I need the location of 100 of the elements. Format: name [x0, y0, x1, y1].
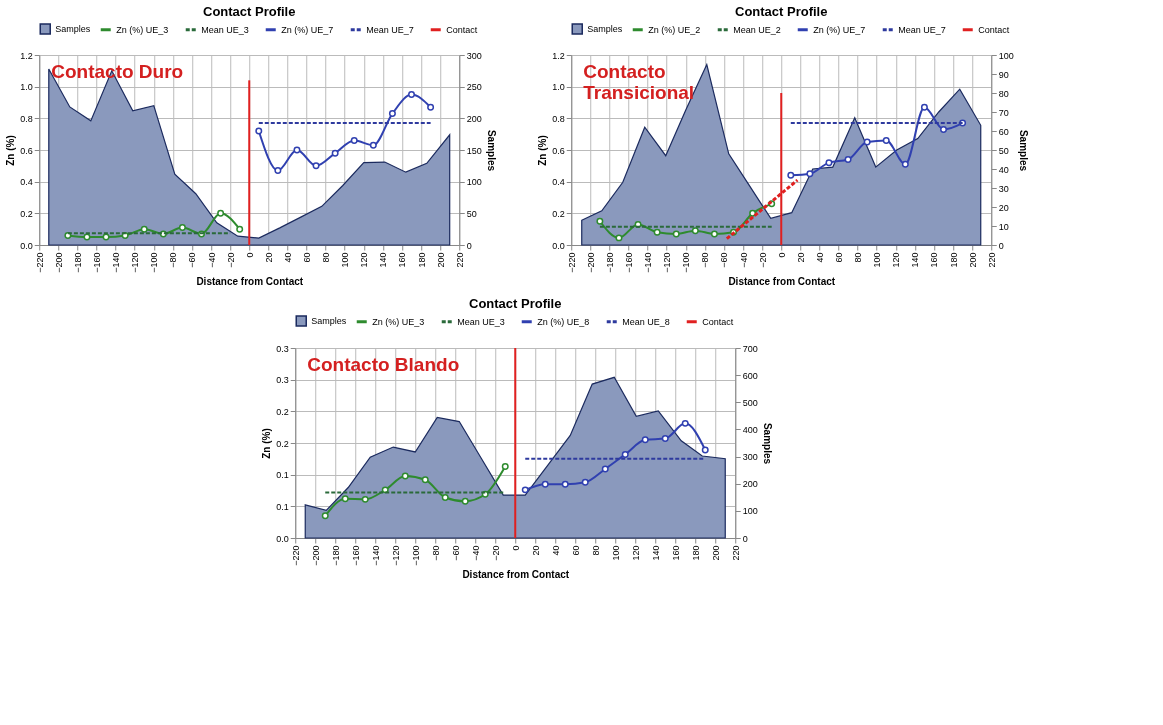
point	[331, 149, 339, 157]
chart-title: Contact Profile	[469, 296, 562, 311]
point	[691, 227, 699, 235]
x-tick-label: −120	[390, 545, 401, 566]
point	[681, 419, 689, 427]
y2-tick-label: 0	[998, 240, 1004, 251]
legend-label: Contact	[978, 24, 1010, 35]
y2-tick-label: 80	[998, 88, 1009, 99]
y-tick-label: 1.2	[20, 50, 33, 61]
x-tick-label: 60	[302, 252, 313, 263]
point	[701, 446, 709, 454]
point	[461, 497, 469, 505]
y2-tick-label: 400	[742, 424, 758, 435]
x-tick-label: −40	[738, 252, 749, 268]
legend-label: Samples	[311, 316, 347, 326]
point	[615, 234, 623, 242]
x-tick-label: −200	[310, 545, 321, 566]
annotation: Contacto Duro	[51, 61, 184, 82]
x-tick-label: 200	[435, 252, 446, 268]
point	[381, 486, 389, 494]
x-tick-label: −200	[585, 252, 596, 273]
point	[672, 230, 680, 238]
point	[341, 495, 349, 503]
x-tick-label: 140	[910, 252, 921, 268]
x-tick-label: 60	[834, 252, 845, 263]
x-tick-label: −140	[111, 252, 122, 273]
x-tick-label: −160	[624, 252, 635, 273]
legend-label: Contact	[702, 316, 734, 327]
x-tick-label: −60	[719, 252, 730, 268]
y2-tick-label: 100	[742, 506, 758, 517]
y-tick-label: 0.1	[276, 470, 289, 481]
y-axis-title: Zn (%)	[261, 428, 273, 459]
point	[361, 495, 369, 503]
legend-label: Mean UE_2	[733, 24, 781, 35]
legend-label: Samples	[55, 24, 91, 34]
x-tick-label: 80	[590, 545, 601, 556]
x-tick-label: −160	[350, 545, 361, 566]
y-tick-label: 0.2	[276, 438, 289, 449]
y2-axis-title: Samples	[1017, 129, 1029, 172]
y-tick-label: 0.8	[552, 113, 565, 124]
x-tick-label: −60	[187, 252, 198, 268]
y2-tick-label: 600	[742, 370, 758, 381]
point	[749, 209, 757, 217]
y-tick-label: 0.0	[20, 240, 33, 251]
x-tick-label: −140	[643, 252, 654, 273]
x-tick-label: 20	[530, 545, 541, 556]
y-tick-label: 0.2	[20, 208, 33, 219]
y2-tick-label: 300	[466, 50, 482, 61]
x-tick-label: −20	[490, 545, 501, 561]
point	[901, 160, 909, 168]
x-tick-label: −120	[662, 252, 673, 273]
point	[541, 480, 549, 488]
x-tick-label: 80	[321, 252, 332, 263]
y-tick-label: 1.0	[20, 82, 33, 93]
y-tick-label: 0.8	[20, 113, 33, 124]
chart-title: Contact Profile	[203, 4, 296, 19]
y2-tick-label: 20	[998, 202, 1009, 213]
x-tick-label: −160	[92, 252, 103, 273]
point	[350, 137, 358, 144]
y-axis-title: Zn (%)	[5, 135, 17, 166]
y2-tick-label: 50	[998, 145, 1009, 156]
x-tick-label: −180	[330, 545, 341, 566]
y-tick-label: 0.6	[552, 145, 565, 156]
x-tick-label: 160	[397, 252, 408, 268]
x-tick-label: −220	[566, 252, 577, 273]
point	[83, 233, 91, 241]
y-tick-label: 0.2	[276, 406, 289, 417]
x-tick-label: 80	[853, 252, 864, 263]
x-tick-label: −200	[53, 252, 64, 273]
x-tick-label: 200	[710, 545, 721, 561]
x-tick-label: −140	[370, 545, 381, 566]
point	[369, 141, 377, 149]
y-tick-label: 0.3	[276, 375, 289, 386]
x-tick-label: −180	[604, 252, 615, 273]
legend-label: Mean UE_7	[898, 24, 946, 35]
x-tick-label: 220	[986, 252, 997, 268]
point	[844, 156, 852, 163]
legend-label: Zn (%) UE_2	[648, 24, 701, 35]
x-tick-label: −20	[225, 252, 236, 268]
y2-tick-label: 50	[466, 208, 477, 219]
point	[140, 225, 148, 233]
point	[321, 512, 329, 520]
point	[710, 230, 718, 238]
point	[293, 146, 301, 154]
x-tick-label: −20	[757, 252, 768, 268]
y2-tick-label: 0	[466, 240, 472, 251]
x-tick-label: −100	[681, 252, 692, 273]
y2-axis-title: Samples	[761, 422, 773, 465]
y-tick-label: 0.6	[20, 145, 33, 156]
y2-axis-title: Samples	[485, 129, 497, 172]
x-tick-label: −220	[290, 545, 301, 566]
annotation: Contacto Blando	[307, 354, 460, 375]
point	[661, 435, 669, 443]
point	[596, 217, 604, 225]
x-tick-label: −180	[72, 252, 83, 273]
x-tick-label: 0	[510, 545, 521, 551]
legend-label: Contact	[446, 24, 478, 35]
x-tick-label: 140	[650, 545, 661, 561]
x-tick-label: 0	[244, 252, 255, 258]
x-tick-label: 120	[630, 545, 641, 561]
